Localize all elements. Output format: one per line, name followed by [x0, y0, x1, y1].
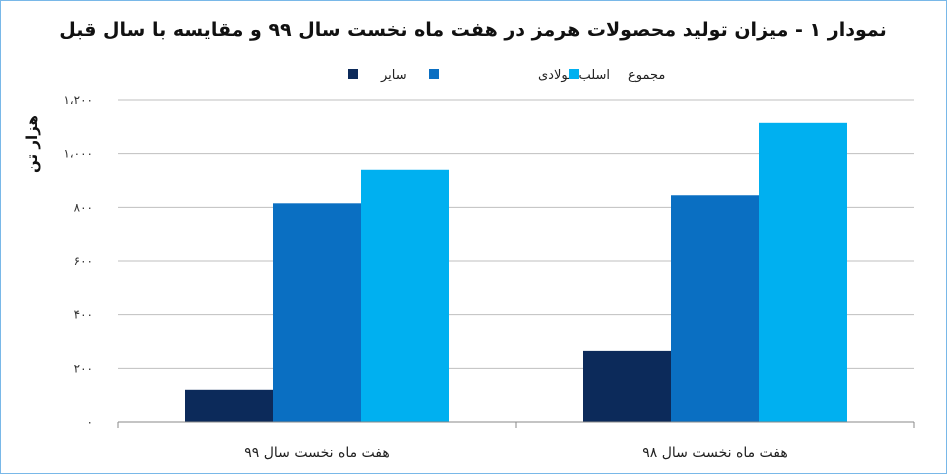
legend-swatch	[569, 69, 579, 79]
x-axis-labels: هفت ماه نخست سال ۹۹ هفت ماه نخست سال ۹۸	[244, 445, 788, 461]
x-axis	[117, 421, 915, 428]
y-tick-label: ۲۰۰	[74, 361, 93, 375]
bar	[273, 203, 361, 422]
legend-label: مجموع	[628, 68, 665, 83]
legend-swatch	[348, 69, 358, 79]
legend-label: سایر	[380, 68, 407, 83]
y-tick-label: ۸۰۰	[74, 200, 93, 214]
bar	[583, 350, 671, 422]
y-tick-label: ۶۰۰	[74, 254, 93, 268]
legend-swatch	[429, 69, 439, 79]
x-tick-label: هفت ماه نخست سال ۹۹	[244, 445, 390, 461]
bar	[185, 389, 273, 422]
y-tick-label: ۴۰۰	[74, 308, 93, 322]
y-tick-label: ۰	[87, 415, 93, 429]
chart-title: نمودار ۱ - میزان تولید محصولات هرمز در ه…	[59, 19, 887, 41]
bars	[185, 122, 847, 422]
y-axis-label: هزار تن	[23, 115, 41, 173]
y-axis-ticks: ۰ ۲۰۰ ۴۰۰ ۶۰۰ ۸۰۰ ۱،۰۰۰ ۱،۲۰۰	[63, 93, 93, 429]
x-tick-label: هفت ماه نخست سال ۹۸	[642, 445, 788, 461]
bar	[361, 169, 449, 422]
bar	[759, 122, 847, 422]
legend: سایر اسلب فولادی مجموع	[348, 68, 665, 83]
y-tick-label: ۱،۰۰۰	[63, 147, 93, 161]
y-tick-label: ۱،۲۰۰	[63, 93, 93, 107]
bar	[671, 195, 759, 422]
